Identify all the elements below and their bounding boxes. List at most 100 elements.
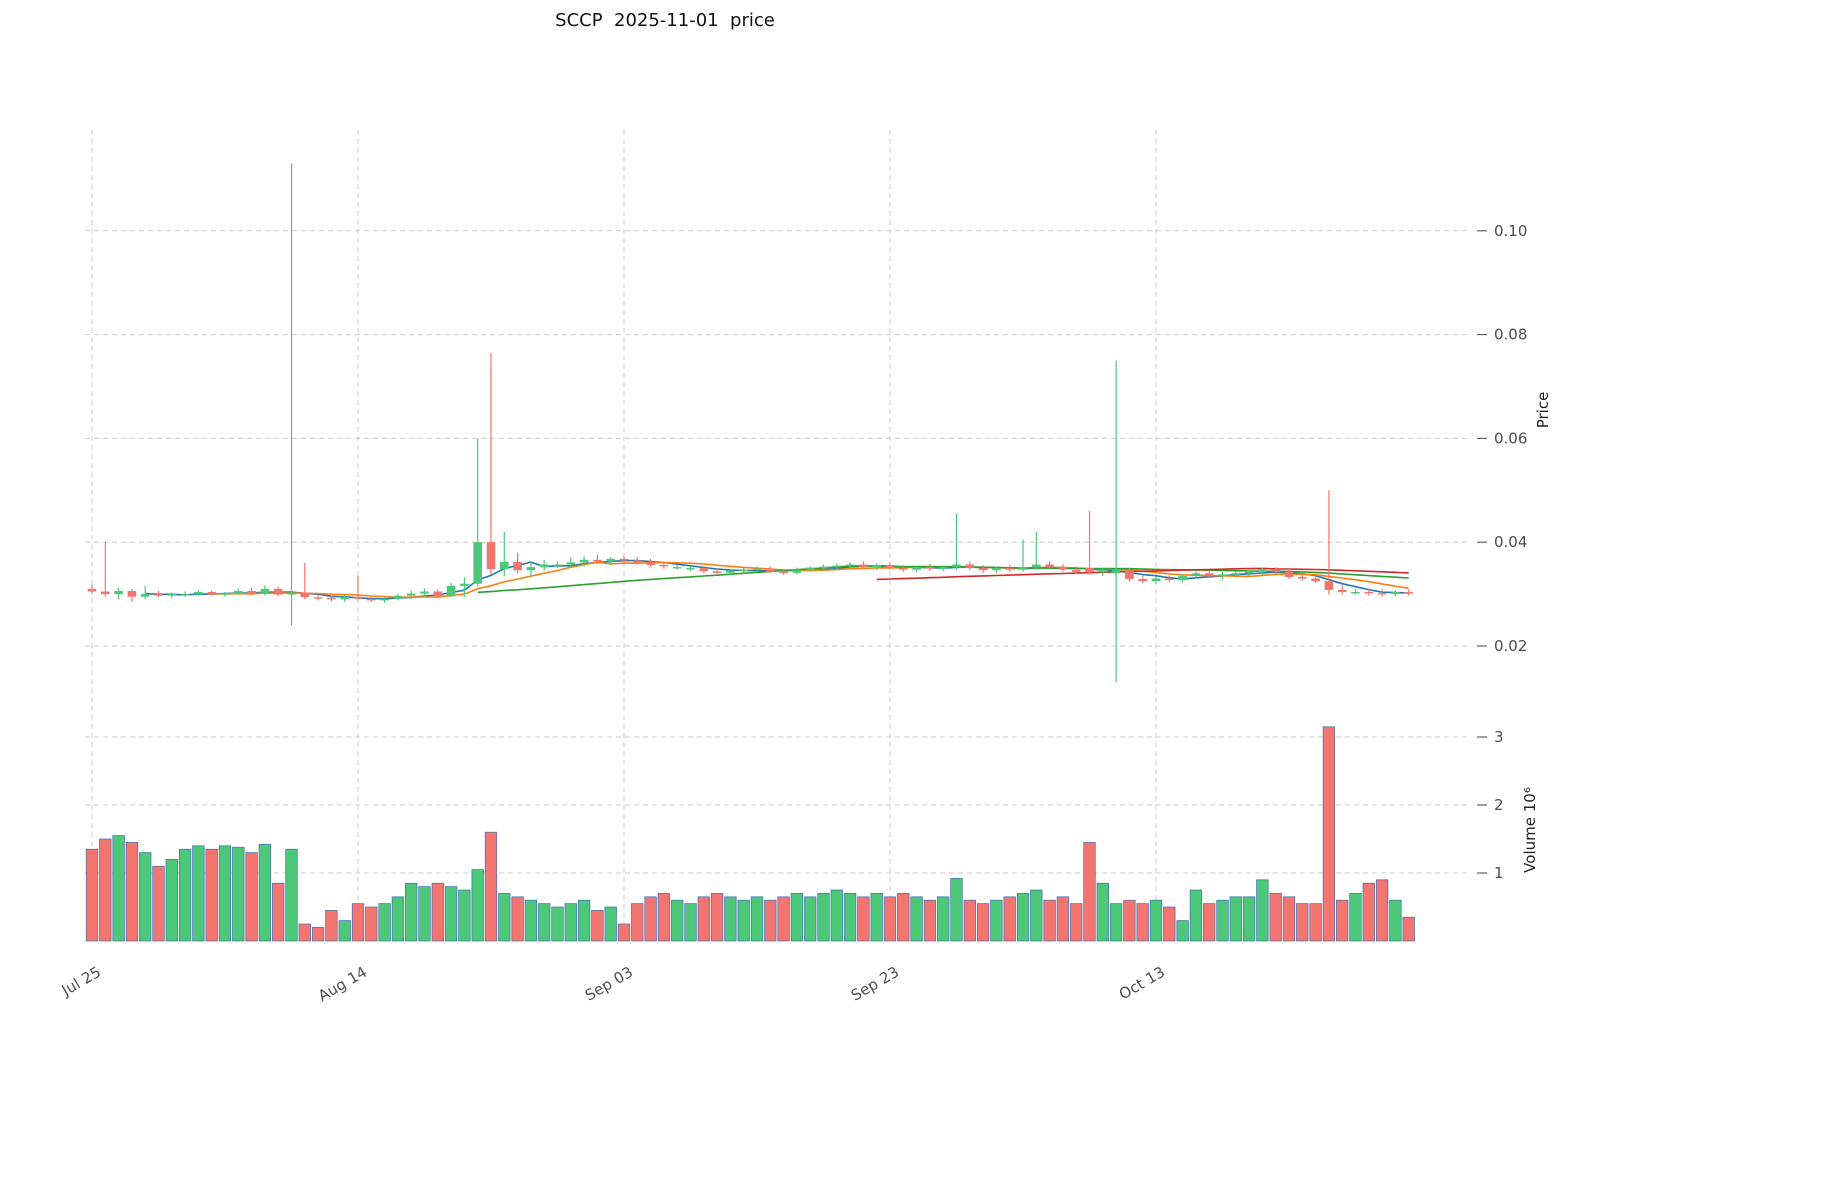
candle-body [845, 564, 855, 566]
volume-bar [1256, 879, 1269, 942]
volume-bar [883, 896, 897, 942]
volume-bar [830, 889, 843, 942]
candle-body [593, 559, 602, 562]
x-tick-label: Jul 25 [58, 963, 104, 1000]
volume-bar [498, 893, 511, 942]
volume-bar [1176, 920, 1189, 942]
candle-body [1284, 571, 1294, 577]
x-tick-label: Aug 14 [315, 963, 370, 1005]
candle-body [167, 594, 177, 596]
volume-bar [591, 910, 604, 942]
candle-body [965, 564, 975, 569]
volume-bar [152, 865, 165, 942]
volume-bar [1136, 903, 1149, 942]
candle-body [180, 594, 190, 596]
candle-body [712, 571, 722, 573]
candle-body [1018, 567, 1028, 570]
grid-layer [85, 130, 1470, 941]
volume-bar [1083, 842, 1096, 942]
candle-body [273, 588, 283, 595]
candle-body [1058, 567, 1068, 570]
volume-bar [937, 896, 950, 942]
candle-body [220, 593, 230, 595]
candle-body [1071, 569, 1081, 572]
candle-body [380, 598, 389, 601]
candle-body [686, 568, 695, 570]
volume-axis-label: Volume 10⁶ [1521, 787, 1539, 873]
chart-title: SCCP 2025-11-01 price [555, 10, 775, 31]
volume-bar [1282, 896, 1296, 942]
candle-body [912, 567, 921, 570]
volume-bar [657, 893, 671, 942]
candle-body [579, 559, 589, 563]
candle-body [885, 565, 895, 569]
x-tick-label: Sep 23 [848, 963, 902, 1005]
volume-bar [285, 848, 298, 942]
volume-bar [1362, 882, 1375, 942]
price-tick-label: 0.04 [1494, 533, 1527, 551]
candle-body [832, 565, 842, 567]
volume-bar [484, 831, 498, 942]
volume-bar [365, 906, 378, 942]
ma-layer [145, 559, 1409, 600]
volume-bar [950, 878, 963, 942]
candle-body [699, 568, 709, 572]
volume-bar [724, 896, 737, 942]
candle-body [553, 564, 562, 566]
candle-body [1218, 574, 1227, 576]
price-tick-label: 0.08 [1494, 326, 1527, 344]
candle-body [539, 564, 549, 568]
candle-body [1377, 593, 1387, 595]
candle-body [1204, 573, 1214, 576]
volume-bar [817, 893, 830, 942]
volume-bar [1216, 899, 1229, 942]
candle-body [739, 569, 748, 572]
candle-body [367, 598, 376, 601]
candle-body [1311, 578, 1320, 582]
candle-body [1271, 569, 1280, 572]
volume-bar [1149, 899, 1163, 942]
volume-bar [258, 844, 272, 942]
price-tick-label: 0.10 [1494, 222, 1527, 240]
volume-bar [205, 848, 218, 942]
volume-bar [750, 896, 764, 942]
volume-bar [923, 899, 937, 942]
volume-bar [963, 899, 976, 942]
volume-bar [777, 896, 790, 942]
volume-bar [684, 903, 697, 942]
candle-body [606, 558, 615, 562]
volume-bar [644, 896, 657, 942]
candle-body [140, 594, 150, 597]
candle-body [938, 567, 948, 569]
volume-bar [737, 899, 750, 942]
candle-body [526, 567, 536, 571]
volume-bar [418, 886, 431, 942]
candle-body [393, 595, 403, 599]
candle-body [1165, 578, 1174, 581]
volume-bar [351, 903, 365, 942]
candle-body [513, 561, 522, 571]
volume-bar [710, 893, 724, 942]
candle-body [1045, 564, 1054, 568]
volume-bar [1349, 893, 1362, 942]
candle-body [247, 591, 256, 594]
volume-bar [1322, 726, 1336, 942]
x-tick-label: Oct 13 [1116, 963, 1168, 1003]
candle-body [406, 593, 416, 596]
volume-bar [564, 903, 577, 942]
candle-body [1085, 568, 1094, 573]
volume-bar [857, 896, 870, 942]
candle-body [752, 568, 762, 571]
volume-bar [843, 893, 857, 942]
candle-body [672, 567, 682, 569]
volume-bar [1309, 903, 1322, 942]
candle-body [779, 571, 788, 574]
candle-body [992, 568, 1001, 571]
volume-bar [125, 842, 139, 942]
candle-body [619, 558, 629, 561]
volume-bar [391, 896, 405, 942]
volume-bar [671, 899, 684, 942]
volume-bar [990, 899, 1003, 942]
volume-bar [99, 838, 112, 942]
